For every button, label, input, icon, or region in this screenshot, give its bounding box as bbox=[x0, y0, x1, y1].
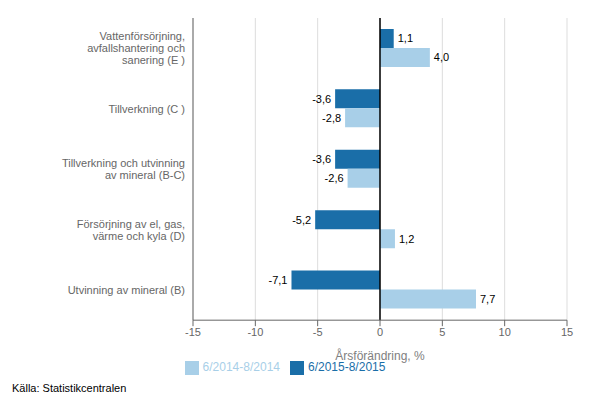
svg-text:-7,1: -7,1 bbox=[269, 274, 288, 286]
html-text:Källa: Statistikcentralen: Källa: Statistikcentralen bbox=[12, 382, 127, 394]
svg-text:Årsförändring, %: Årsförändring, % bbox=[335, 348, 425, 363]
svg-text:10: 10 bbox=[499, 326, 511, 338]
svg-text:-2,6: -2,6 bbox=[325, 172, 344, 184]
svg-text:1,2: 1,2 bbox=[399, 233, 414, 245]
svg-text:-5: -5 bbox=[313, 326, 323, 338]
svg-text:4,0: 4,0 bbox=[434, 51, 449, 63]
svg-text:-10: -10 bbox=[247, 326, 263, 338]
svg-text:1,1: 1,1 bbox=[398, 32, 413, 44]
svg-text:Vattenförsörjning,avfallshante: Vattenförsörjning,avfallshantering ochsa… bbox=[87, 30, 185, 66]
svg-text:15: 15 bbox=[561, 326, 573, 338]
svg-text:0: 0 bbox=[377, 326, 383, 338]
svg-text:7,7: 7,7 bbox=[480, 293, 495, 305]
svg-text:Tillverkning (C ): Tillverkning (C ) bbox=[108, 103, 185, 115]
svg-text:-3,6: -3,6 bbox=[312, 93, 331, 105]
html-text:6/2015-8/2015: 6/2015-8/2015 bbox=[308, 360, 386, 375]
svg-text:5: 5 bbox=[439, 326, 445, 338]
svg-text:-5,2: -5,2 bbox=[292, 214, 311, 226]
svg-text:-15: -15 bbox=[185, 326, 201, 338]
svg-text:Tillverkning och utvinningav m: Tillverkning och utvinningav mineral (B-… bbox=[62, 157, 185, 181]
svg-text:Försörjning av el, gas,värme o: Försörjning av el, gas,värme och kyla (D… bbox=[77, 218, 185, 242]
html-text:6/2014-8/2014: 6/2014-8/2014 bbox=[202, 360, 280, 375]
svg-text:Utvinning av mineral (B): Utvinning av mineral (B) bbox=[68, 284, 185, 296]
svg-text:-3,6: -3,6 bbox=[312, 153, 331, 165]
svg-text:-2,8: -2,8 bbox=[322, 112, 341, 124]
